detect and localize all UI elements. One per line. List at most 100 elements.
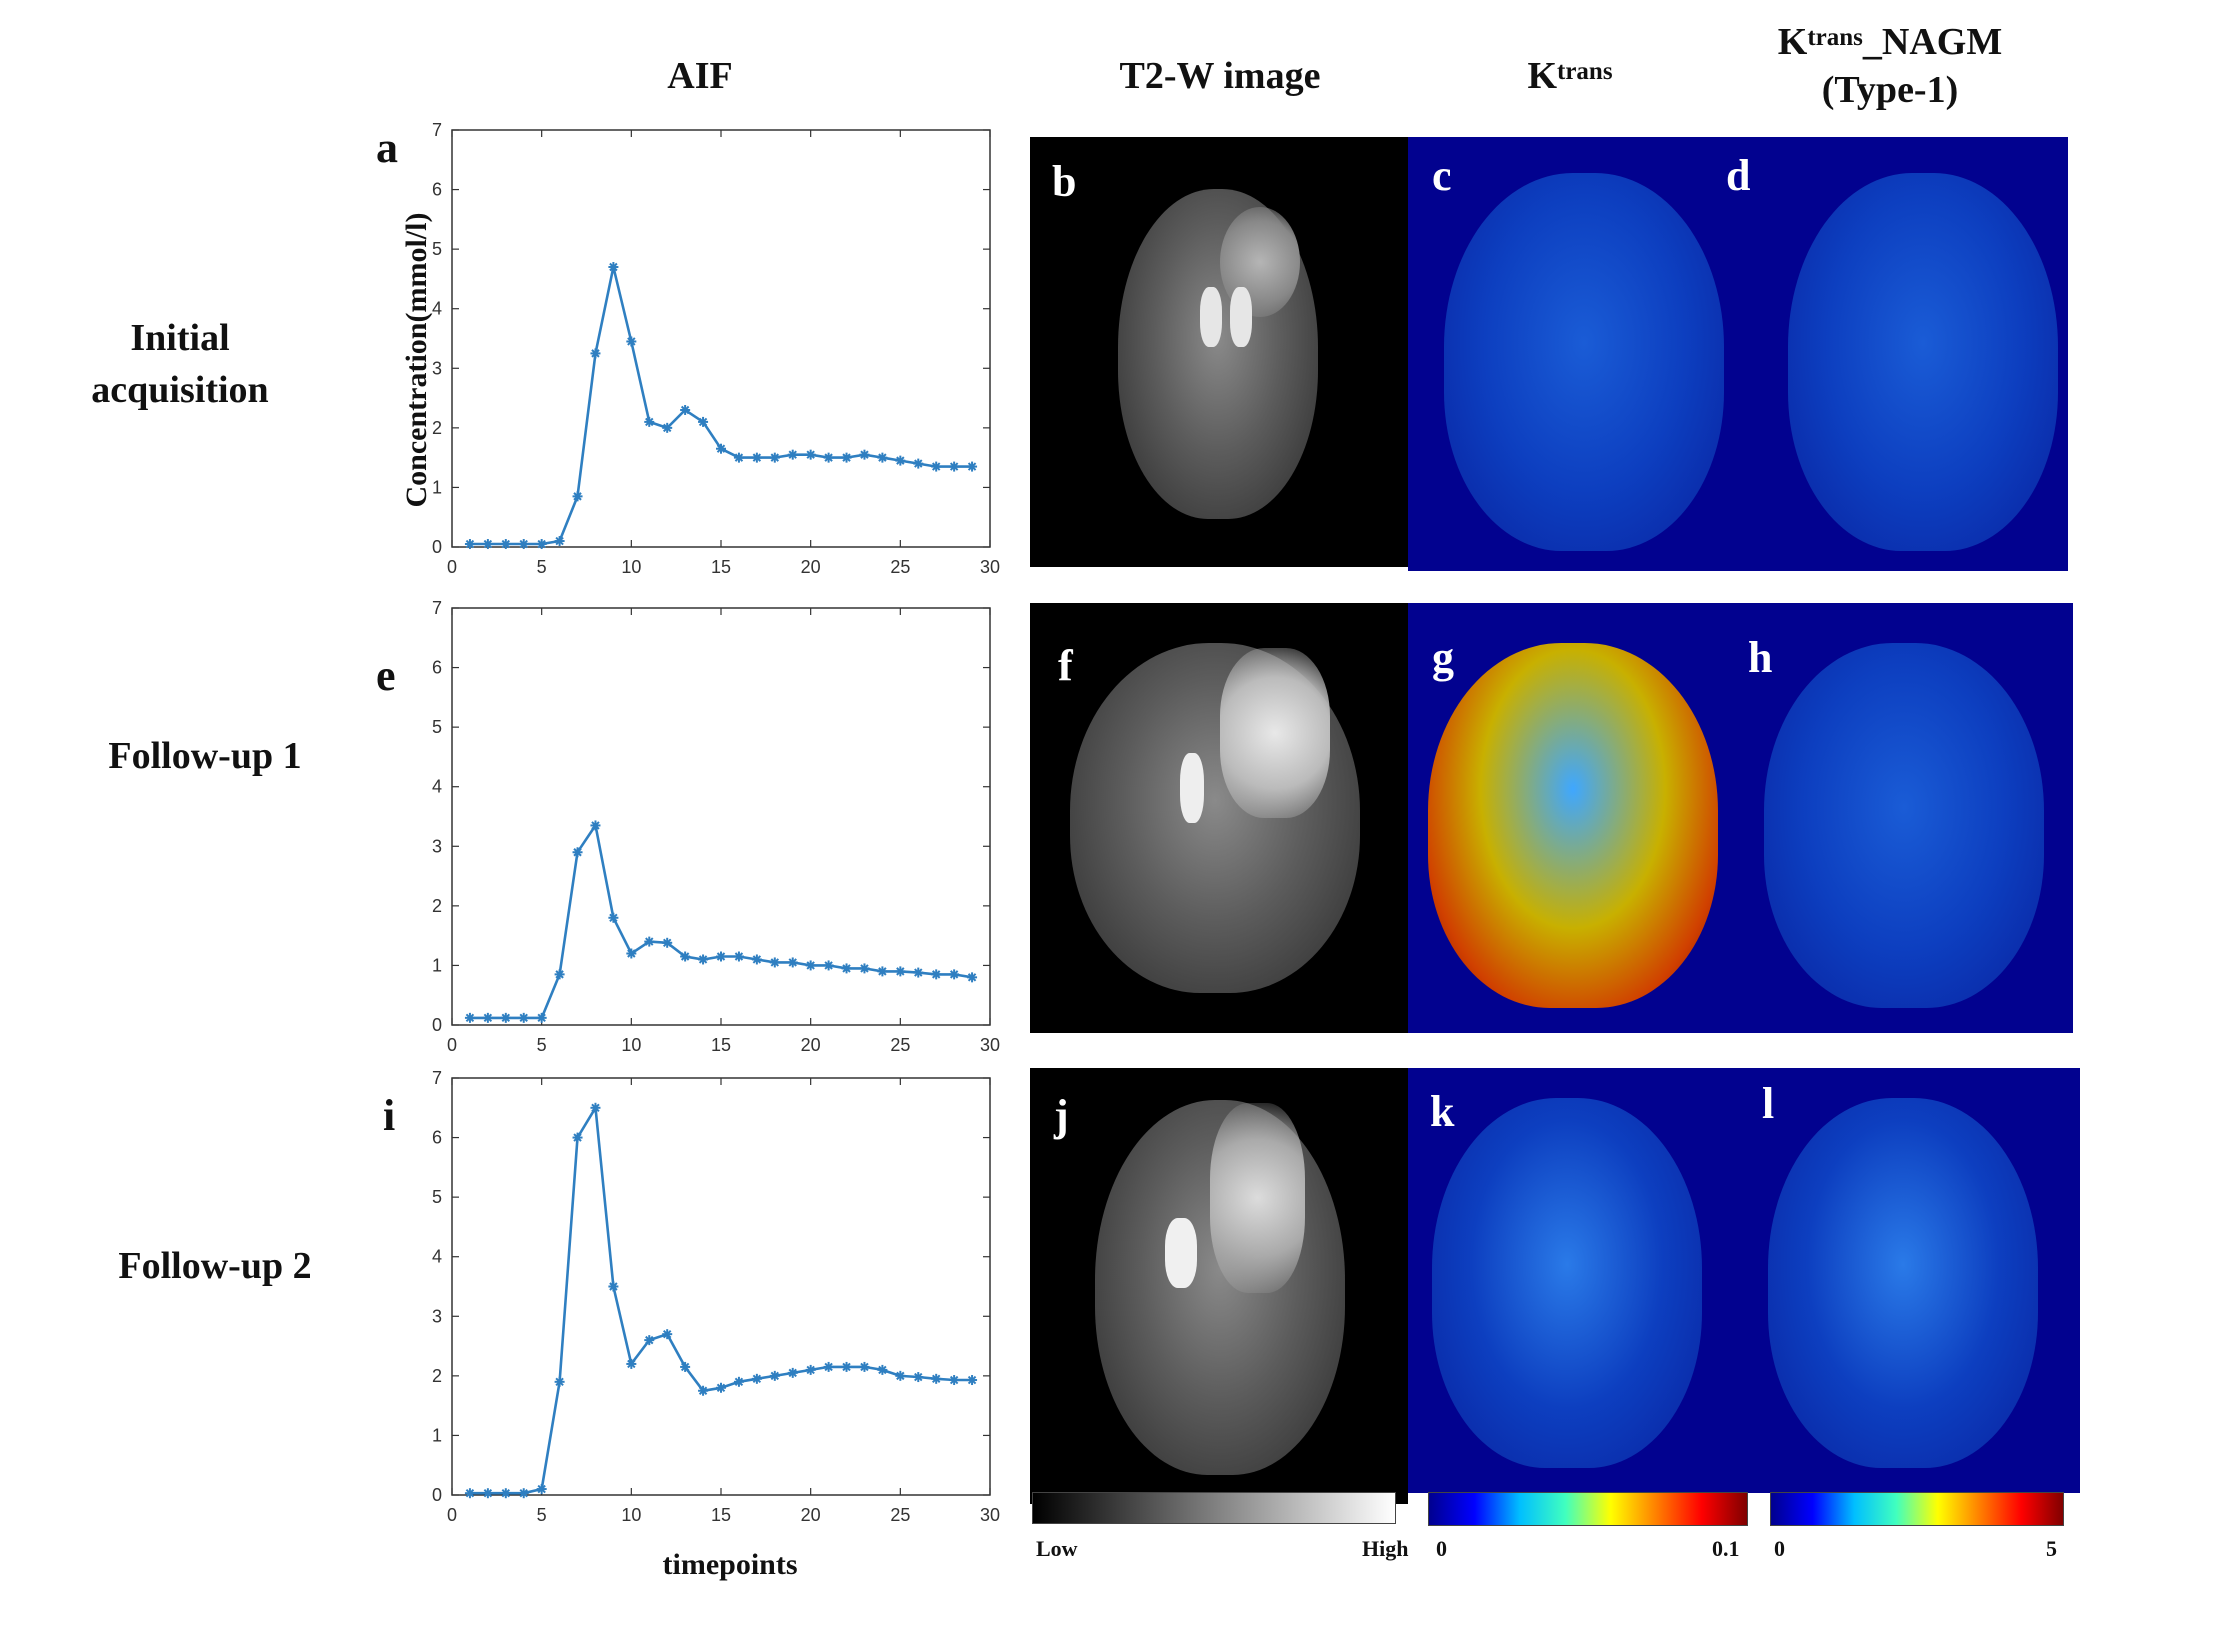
data-point	[644, 936, 655, 947]
colorbar-gray-low: Low	[1036, 1536, 1078, 1561]
data-point	[698, 954, 709, 965]
plot-area	[451, 1077, 991, 1496]
colorbar-gray-high: High	[1362, 1536, 1409, 1561]
data-point	[680, 1361, 691, 1372]
data-point	[644, 416, 655, 427]
data-point	[572, 491, 583, 502]
data-point	[464, 1012, 475, 1023]
data-point	[805, 960, 816, 971]
data-point	[626, 948, 637, 959]
y-tick-label: 5	[432, 717, 442, 737]
x-tick-label: 5	[537, 557, 547, 577]
data-point	[608, 912, 619, 923]
x-tick-label: 20	[801, 1035, 821, 1055]
colorbar-nagm-max: 5	[2046, 1536, 2057, 1561]
data-point	[769, 452, 780, 463]
data-point	[518, 539, 529, 550]
y-tick-label: 2	[432, 418, 442, 438]
data-point	[769, 1370, 780, 1381]
data-point	[554, 536, 565, 547]
panel-letter-h: h	[1748, 633, 1773, 682]
data-point	[751, 954, 762, 965]
data-point	[680, 404, 691, 415]
data-point	[536, 1484, 547, 1495]
data-point	[572, 1132, 583, 1143]
data-point	[913, 458, 924, 469]
data-point	[716, 1382, 726, 1393]
data-point	[662, 422, 673, 433]
data-point	[949, 1375, 960, 1386]
x-tick-label: 25	[890, 1035, 910, 1055]
y-tick-label: 4	[432, 299, 442, 319]
data-point	[482, 1488, 493, 1499]
data-point	[698, 1385, 709, 1396]
data-point	[536, 539, 547, 550]
colorbar-ktrans-max: 0.1	[1712, 1536, 1740, 1561]
data-point	[662, 937, 673, 948]
x-tick-label: 15	[711, 1035, 731, 1055]
y-tick-label: 0	[432, 537, 442, 557]
data-point	[823, 452, 834, 463]
colorbar-gray	[1032, 1492, 1396, 1524]
y-tick-label: 3	[432, 1306, 442, 1326]
x-axis-label: timepoints	[662, 1548, 798, 1581]
data-point	[751, 452, 762, 463]
data-point	[536, 1012, 547, 1023]
data-point	[590, 820, 601, 831]
x-tick-label: 20	[801, 1505, 821, 1525]
data-point	[859, 1361, 870, 1372]
data-point	[608, 262, 619, 273]
data-point	[823, 960, 834, 971]
colorbar-nagm-min: 0	[1774, 1536, 1785, 1561]
panel-letter-b: b	[1052, 157, 1077, 206]
aif-chart-followup1: 0 1 2 3 4 5 6 7 0 5 10 15 20 25 30	[432, 598, 1000, 1055]
data-point	[518, 1488, 529, 1499]
plot-area	[451, 607, 991, 1026]
data-point	[841, 963, 852, 974]
x-tick-label: 5	[537, 1505, 547, 1525]
ktrans-map-followup1	[1408, 603, 2073, 1033]
x-tick-label: 10	[621, 1505, 641, 1525]
data-point	[841, 1361, 852, 1372]
t2w-image-followup1	[1030, 603, 1408, 1033]
y-tick-label: 7	[432, 598, 442, 618]
data-point	[805, 449, 816, 460]
data-point	[680, 951, 691, 962]
y-tick-label: 5	[432, 1187, 442, 1207]
data-point	[769, 957, 780, 968]
row-label-followup2: Follow-up 2	[118, 1245, 312, 1287]
row-label-initial: Initial acquisition	[91, 317, 269, 411]
data-point	[733, 951, 744, 962]
data-point	[805, 1364, 816, 1375]
data-point	[751, 1373, 762, 1384]
column-header-ktrans: Ktrans	[1527, 55, 1613, 97]
y-tick-label: 1	[432, 477, 442, 497]
data-point	[482, 539, 493, 550]
column-header-ktrans-nagm: Ktrans_NAGM (Type-1)	[1777, 21, 2003, 111]
row-label-followup1: Follow-up 1	[108, 735, 302, 777]
data-point	[949, 461, 960, 472]
data-point	[787, 1367, 798, 1378]
y-tick-label: 6	[432, 1128, 442, 1148]
data-point	[823, 1361, 834, 1372]
data-point	[733, 1376, 744, 1387]
data-point	[787, 957, 798, 968]
y-tick-label: 0	[432, 1015, 442, 1035]
data-point	[716, 951, 726, 962]
data-point	[895, 966, 906, 977]
data-point	[949, 969, 960, 980]
x-tick-label: 25	[890, 557, 910, 577]
data-point	[698, 416, 709, 427]
panel-letter-l: l	[1762, 1079, 1775, 1128]
data-point	[967, 1375, 978, 1386]
data-point	[859, 963, 870, 974]
panel-letter-g: g	[1432, 633, 1454, 682]
data-point	[877, 1364, 888, 1375]
data-point	[895, 1370, 906, 1381]
data-point	[464, 1488, 475, 1499]
plot-area	[451, 129, 991, 548]
data-point	[967, 972, 978, 983]
panel-letter-j: j	[1054, 1091, 1069, 1140]
y-tick-label: 2	[432, 1366, 442, 1386]
data-point	[913, 967, 924, 978]
